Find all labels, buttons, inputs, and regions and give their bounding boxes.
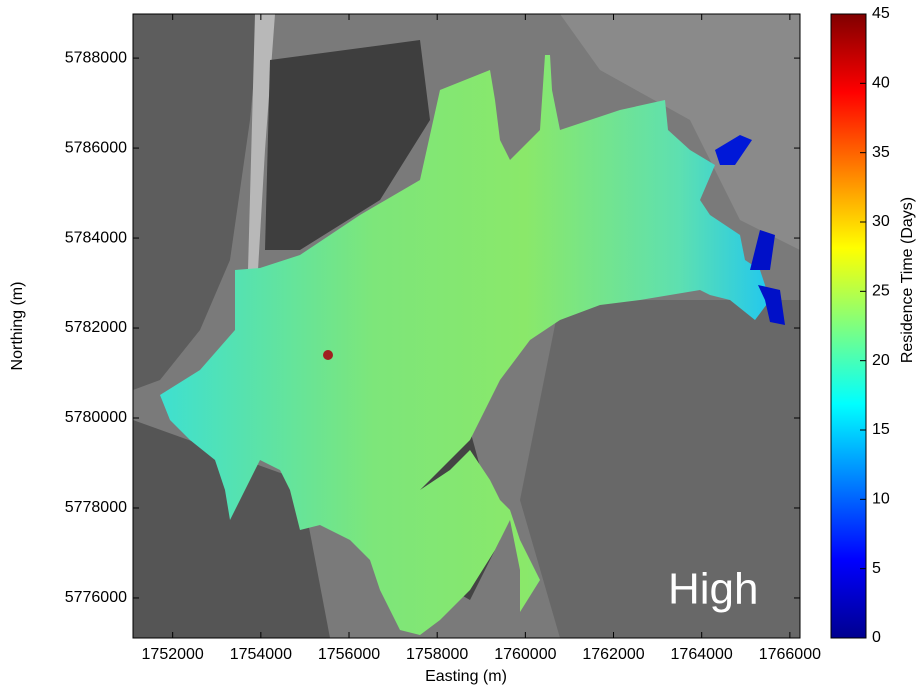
y-tick-label: 5786000 [65, 139, 127, 156]
x-tick-label: 1762000 [582, 646, 644, 663]
y-tick-label: 5782000 [65, 319, 127, 336]
colorbar-tick-label: 15 [872, 421, 890, 438]
colorbar-tick-label: 10 [872, 491, 890, 508]
x-tick-label: 1758000 [406, 646, 468, 663]
x-tick-label: 1764000 [671, 646, 733, 663]
colorbar-tick-label: 40 [872, 75, 890, 92]
colorbar-tick-label: 5 [872, 560, 881, 577]
colorbar-tick-label: 45 [872, 5, 890, 22]
y-tick-label: 5788000 [65, 49, 127, 66]
colorbar-tick-label: 20 [872, 352, 890, 369]
colorbar [831, 14, 866, 638]
colorbar-tick-label: 0 [872, 629, 881, 646]
x-axis-label: Easting (m) [425, 668, 507, 685]
figure: High Easting (m) Northing (m) Residence … [0, 0, 920, 691]
annotation: High [668, 565, 759, 614]
x-tick-label: 1760000 [494, 646, 556, 663]
y-axis-label: Northing (m) [9, 282, 26, 371]
colorbar-tick-label: 30 [872, 213, 890, 230]
y-tick-label: 5778000 [65, 499, 127, 516]
x-tick-label: 1756000 [318, 646, 380, 663]
y-tick-label: 5784000 [65, 229, 127, 246]
colorbar-label: Residence Time (Days) [899, 197, 916, 363]
colorbar-tick-label: 25 [872, 283, 890, 300]
y-tick-label: 5780000 [65, 409, 127, 426]
x-tick-label: 1754000 [230, 646, 292, 663]
hotspot [323, 350, 333, 360]
x-tick-label: 1766000 [759, 646, 821, 663]
x-tick-label: 1752000 [142, 646, 204, 663]
y-tick-label: 5776000 [65, 589, 127, 606]
colorbar-tick-label: 35 [872, 144, 890, 161]
